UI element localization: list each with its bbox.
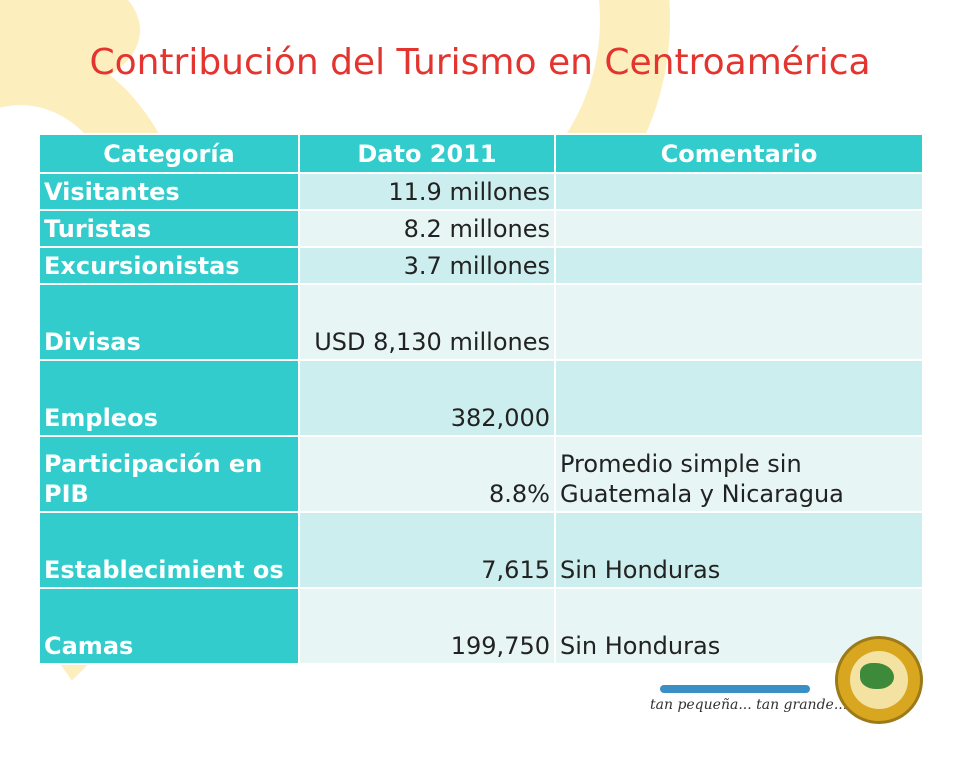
centroamerica-logo: tan pequeña... tan grande... [640,655,847,720]
row-category: Divisas [38,283,300,361]
table-row: Excursionistas 3.7 millones [38,246,924,285]
row-category: Participación en PIB [38,435,300,513]
slide-title-part1: Contribución del [89,42,397,83]
slide-title-part2: Turismo en Centroamérica [396,42,871,83]
tourism-data-table: Categoría Dato 2011 Comentario Visitante… [38,133,924,665]
table-row: Visitantes 11.9 millones [38,172,924,211]
row-category: Turistas [38,209,300,248]
table-header-row: Categoría Dato 2011 Comentario [38,133,924,174]
row-comment [554,246,924,285]
row-value: 3.7 millones [298,246,556,285]
row-comment: Sin Honduras [554,511,924,589]
slide-title: Contribución del Turismo en Centroaméric… [0,42,960,83]
header-comentario: Comentario [554,133,924,174]
row-value: 8.8% [298,435,556,513]
row-value: 7,615 [298,511,556,589]
row-comment: Promedio simple sin Guatemala y Nicaragu… [554,435,924,513]
seal-map-icon [860,663,894,689]
row-comment [554,209,924,248]
table-row: Empleos 382,000 [38,359,924,437]
row-comment [554,283,924,361]
row-value: 382,000 [298,359,556,437]
row-comment [554,359,924,437]
row-category: Visitantes [38,172,300,211]
row-category: Excursionistas [38,246,300,285]
sica-seal-icon [835,636,923,724]
row-value: 8.2 millones [298,209,556,248]
table-row: Establecimient os 7,615 Sin Honduras [38,511,924,589]
table-row: Camas 199,750 Sin Honduras [38,587,924,665]
row-category: Empleos [38,359,300,437]
header-categoria: Categoría [38,133,300,174]
row-value: 199,750 [298,587,556,665]
table-row: Divisas USD 8,130 millones [38,283,924,361]
logo-slogan: tan pequeña... tan grande... [650,697,848,713]
table-row: Participación en PIB 8.8% Promedio simpl… [38,435,924,513]
row-category: Camas [38,587,300,665]
table-row: Turistas 8.2 millones [38,209,924,248]
logo-swirl-icon [660,685,810,693]
row-comment [554,172,924,211]
row-category: Establecimient os [38,511,300,589]
header-dato-2011: Dato 2011 [298,133,556,174]
row-value: USD 8,130 millones [298,283,556,361]
row-value: 11.9 millones [298,172,556,211]
